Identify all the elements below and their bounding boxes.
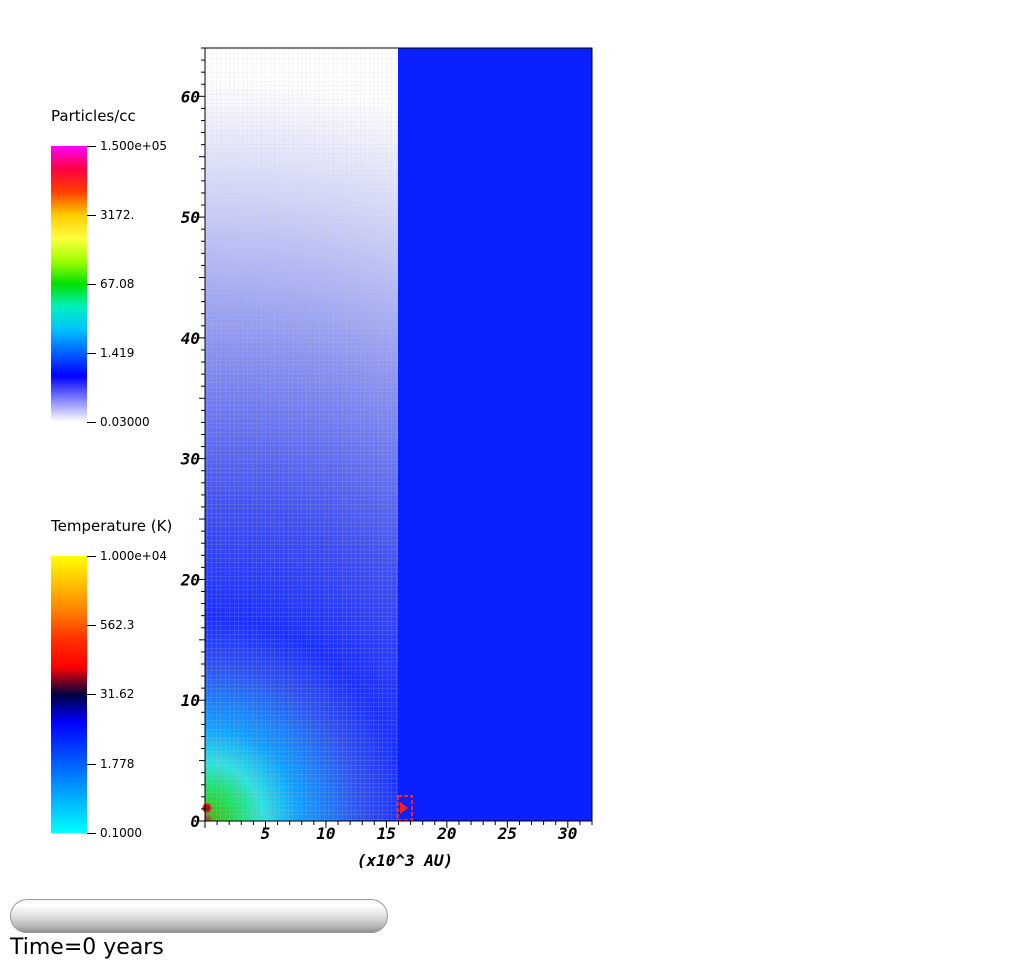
temperature-colorbar-tick bbox=[87, 694, 96, 695]
x-tick-label: 25 bbox=[497, 824, 517, 843]
y-tick-label: 50 bbox=[181, 208, 200, 227]
temperature-colorbar-label: 1.778 bbox=[100, 757, 135, 771]
temperature-colorbar-label: 1.000e+04 bbox=[100, 549, 168, 563]
density-colorbar-label: 67.08 bbox=[100, 277, 135, 291]
y-tick-label: 0 bbox=[190, 812, 200, 831]
temperature-panel bbox=[398, 48, 592, 821]
density-colorbar-label: 1.419 bbox=[100, 346, 135, 360]
y-tick-label: 10 bbox=[181, 691, 200, 710]
density-colorbar-tick bbox=[87, 422, 96, 423]
temperature-colorbar-tick bbox=[87, 556, 96, 557]
x-tick-label: 10 bbox=[316, 824, 335, 843]
density-colorbar-label: 3172. bbox=[100, 208, 135, 222]
y-tick-label: 20 bbox=[180, 570, 200, 589]
source-marker bbox=[202, 803, 212, 813]
x-axis-label: (x10^3 AU) bbox=[357, 851, 453, 870]
x-tick-label: 5 bbox=[261, 824, 271, 843]
density-colorbar-label: 1.500e+05 bbox=[100, 139, 168, 153]
axes: 0 10 20 30 40 50 60 5 10 15 20 25 30 bbox=[180, 47, 593, 843]
density-colorbar-tick bbox=[87, 353, 96, 354]
density-colorbar-gradient bbox=[51, 146, 87, 422]
mesh-grid bbox=[205, 48, 398, 821]
y-tick-label: 30 bbox=[180, 450, 200, 469]
x-tick-label: 20 bbox=[436, 824, 456, 843]
source-box bbox=[397, 795, 413, 821]
time-slider[interactable] bbox=[10, 899, 388, 933]
density-colorbar-tick bbox=[87, 146, 96, 147]
temperature-colorbar-gradient bbox=[51, 556, 87, 833]
temperature-colorbar-label: 562.3 bbox=[100, 618, 135, 632]
x-tick-label: 30 bbox=[557, 824, 577, 843]
density-colorbar-tick bbox=[87, 215, 96, 216]
temperature-colorbar-title: Temperature (K) bbox=[51, 517, 173, 535]
time-label: Time=0 years bbox=[10, 935, 164, 960]
density-colorbar-tick bbox=[87, 284, 96, 285]
temperature-colorbar-tick bbox=[87, 625, 96, 626]
temperature-colorbar-tick bbox=[87, 833, 96, 834]
density-colorbar-label: 0.03000 bbox=[100, 415, 150, 429]
y-tick-label: 40 bbox=[181, 329, 200, 348]
temperature-colorbar-label: 0.1000 bbox=[100, 826, 142, 840]
source-arrow bbox=[400, 802, 408, 814]
density-colorbar-title: Particles/cc bbox=[51, 107, 136, 125]
x-tick-label: 15 bbox=[377, 824, 396, 843]
temperature-colorbar-tick bbox=[87, 764, 96, 765]
y-tick-label: 60 bbox=[181, 87, 200, 106]
temperature-colorbar-label: 31.62 bbox=[100, 687, 135, 701]
